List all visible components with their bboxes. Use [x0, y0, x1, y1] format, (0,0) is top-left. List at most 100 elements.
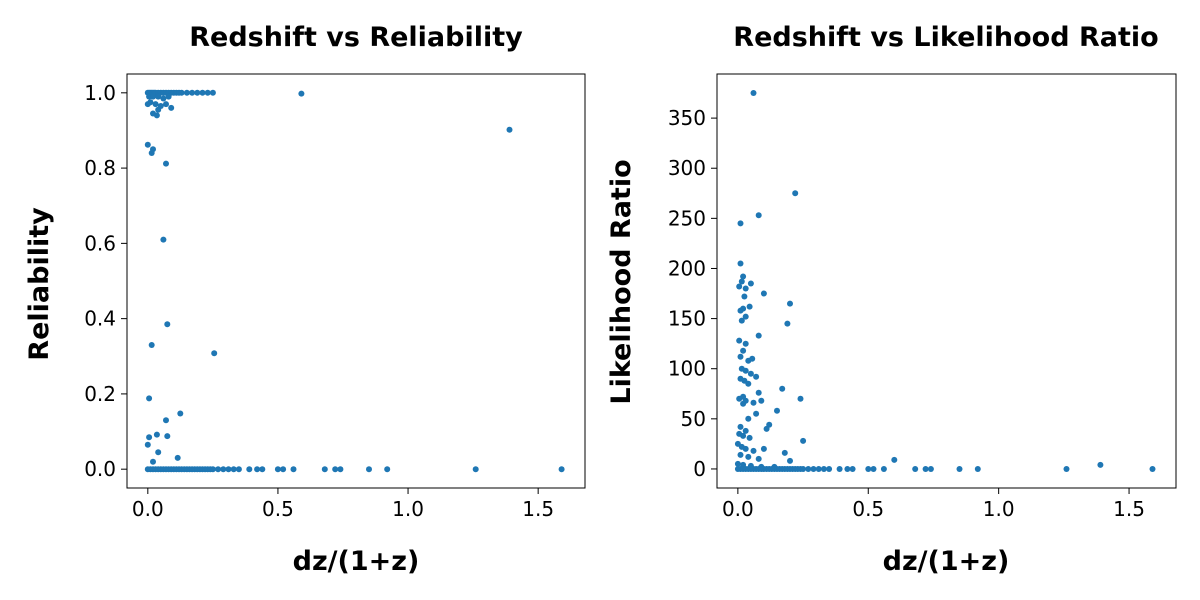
data-point — [734, 460, 741, 467]
chart-title: Redshift vs Likelihood Ratio — [733, 22, 1158, 53]
data-point — [815, 466, 822, 472]
data-point — [150, 458, 156, 465]
x-tick-label: 0.5 — [852, 497, 884, 521]
y-tick-label: 350 — [668, 106, 706, 130]
data-point — [225, 466, 232, 473]
data-point — [366, 466, 372, 473]
data-point — [153, 112, 160, 119]
data-point — [146, 434, 153, 441]
data-point — [220, 466, 227, 473]
data-point — [280, 466, 287, 473]
data-point — [956, 466, 963, 472]
data-point — [745, 415, 752, 422]
y-tick-label: 250 — [668, 206, 706, 230]
data-point — [211, 350, 218, 357]
data-point — [750, 90, 757, 96]
x-tick-label: 0.0 — [132, 497, 164, 521]
y-axis-label: Likelihood Ratio — [606, 159, 637, 404]
data-point — [826, 466, 833, 472]
data-point — [204, 89, 211, 96]
data-point — [177, 410, 184, 417]
data-point — [792, 190, 799, 197]
data-point — [880, 466, 887, 472]
data-point — [160, 236, 167, 243]
data-point — [1063, 466, 1070, 472]
data-point — [746, 303, 753, 310]
data-point — [337, 466, 344, 473]
data-point — [741, 293, 748, 300]
data-point — [849, 466, 856, 472]
data-point — [787, 300, 793, 307]
y-tick-label: 0.0 — [84, 457, 116, 481]
data-point — [755, 389, 762, 396]
data-point — [148, 342, 155, 348]
data-point — [742, 285, 749, 292]
data-point — [755, 455, 762, 462]
data-point — [760, 290, 767, 297]
data-point — [747, 280, 754, 287]
y-tick-label: 0.8 — [84, 156, 116, 180]
data-point — [737, 220, 744, 227]
scatter-points — [734, 90, 1156, 472]
data-point — [740, 400, 747, 407]
data-point — [750, 399, 757, 406]
data-point — [737, 423, 744, 430]
data-point — [332, 466, 339, 473]
data-point — [384, 466, 391, 473]
chart-title: Redshift vs Reliability — [189, 22, 523, 53]
data-point — [144, 441, 151, 448]
data-point — [168, 104, 175, 111]
data-point — [150, 93, 156, 100]
data-point — [787, 457, 793, 464]
plot-frame — [126, 73, 586, 489]
data-point — [974, 466, 981, 472]
data-point — [144, 141, 151, 148]
x-tick-label: 0.0 — [722, 497, 754, 521]
data-point — [870, 466, 877, 472]
data-point — [810, 466, 817, 472]
data-point — [912, 466, 919, 472]
y-axis-label: Reliability — [24, 207, 55, 361]
data-point — [922, 466, 929, 472]
data-point — [235, 466, 242, 473]
data-point — [745, 453, 752, 460]
data-point — [784, 320, 791, 327]
x-axis-label: dz/(1+z) — [883, 546, 1010, 577]
data-point — [742, 367, 749, 374]
data-point — [738, 278, 745, 285]
data-point — [472, 466, 479, 473]
y-tick-label: 100 — [668, 357, 706, 381]
data-point — [797, 395, 804, 402]
y-tick-label: 200 — [668, 256, 706, 280]
data-point — [755, 212, 762, 219]
data-point — [183, 89, 190, 96]
data-point — [800, 437, 807, 444]
data-point — [740, 432, 747, 439]
data-point — [891, 456, 898, 463]
data-point — [737, 353, 744, 360]
data-point — [742, 340, 749, 347]
data-point — [274, 466, 281, 473]
data-point — [163, 160, 169, 167]
data-point — [164, 433, 171, 440]
data-point — [290, 466, 297, 473]
data-point — [155, 93, 162, 100]
axis-ticks: 0.0 0.5 1.0 1.5 0.0 0.2 0.4 0.6 0.8 1.0 — [84, 81, 554, 521]
data-point — [194, 89, 201, 96]
data-point — [209, 466, 216, 473]
data-point — [755, 332, 762, 339]
data-point — [865, 466, 872, 472]
y-tick-label: 50 — [681, 407, 706, 431]
data-point — [747, 370, 754, 377]
data-point — [160, 95, 167, 102]
data-point — [736, 337, 743, 344]
x-axis-label: dz/(1+z) — [293, 546, 420, 577]
data-point — [737, 260, 744, 267]
data-point — [738, 317, 745, 324]
data-point — [148, 150, 155, 156]
data-point — [781, 449, 788, 456]
data-point — [750, 447, 757, 454]
data-point — [800, 466, 807, 472]
y-tick-label: 150 — [668, 307, 706, 331]
